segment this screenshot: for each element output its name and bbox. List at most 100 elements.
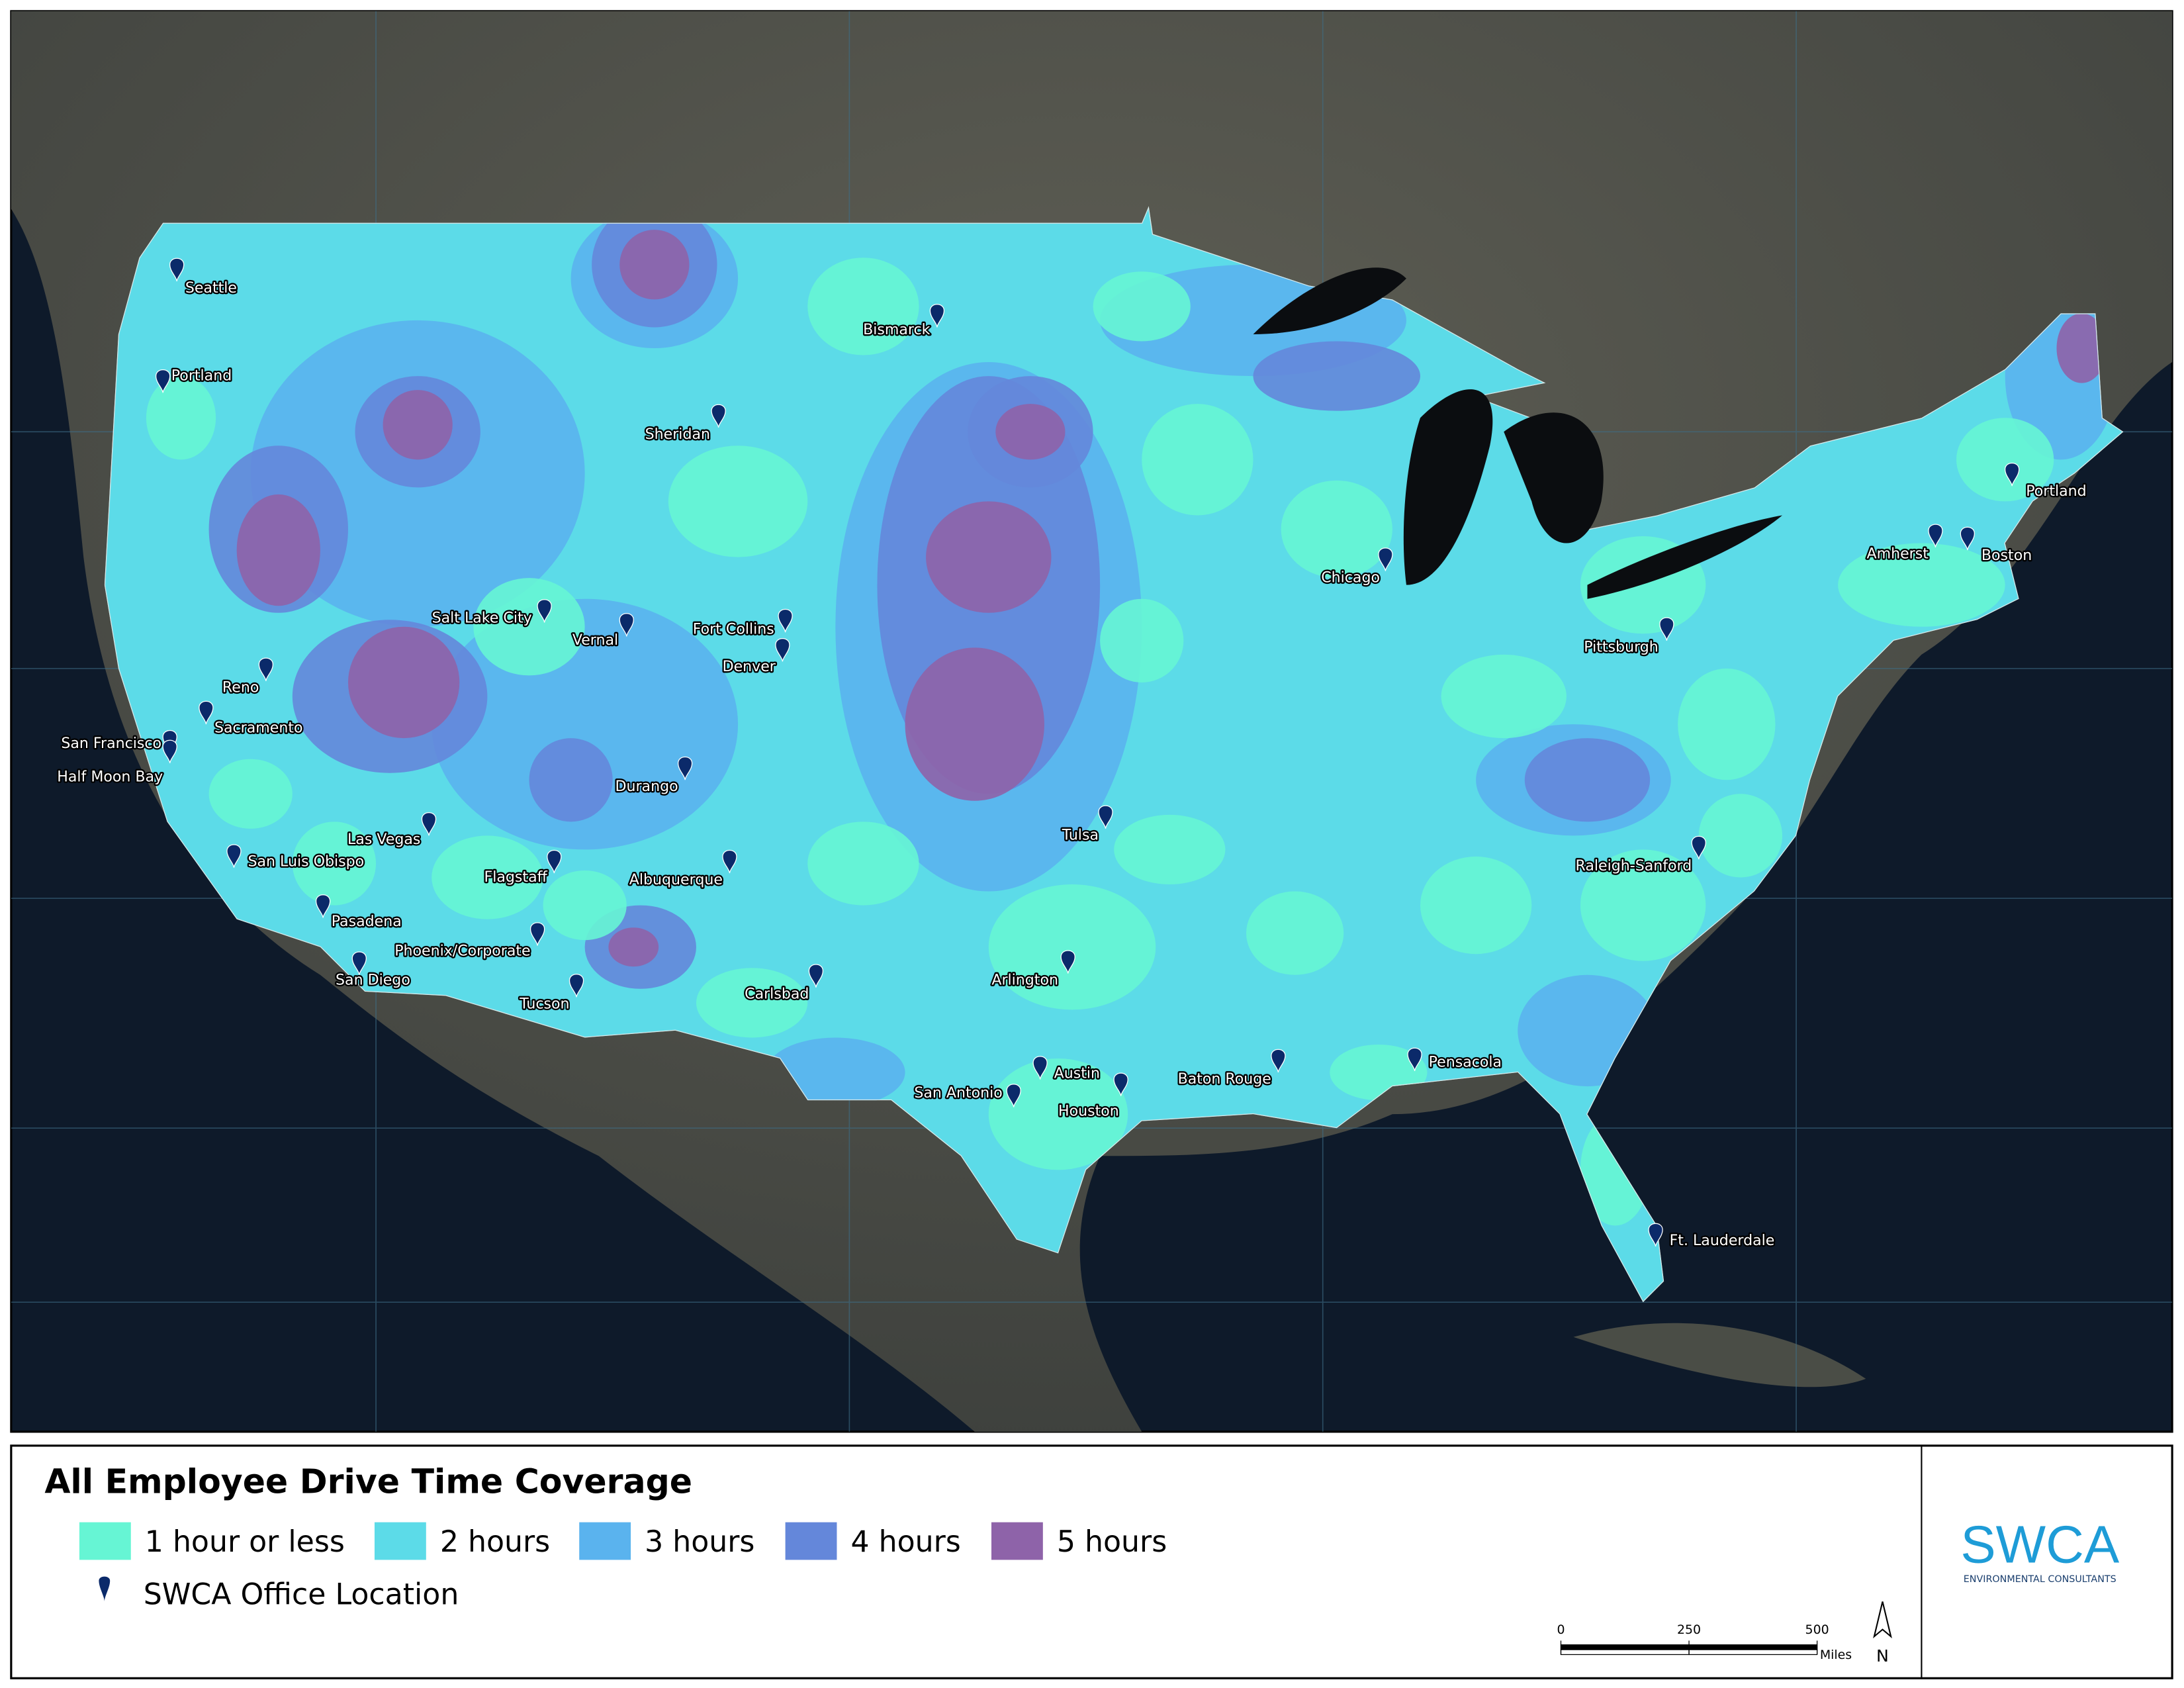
- coverage-zone: [1100, 598, 1184, 682]
- office-marker: [808, 964, 824, 988]
- coverage-zone: [236, 494, 320, 606]
- office-label: Denver: [723, 658, 776, 675]
- coverage-zone: [1253, 341, 1420, 411]
- coverage-zone: [1093, 271, 1191, 342]
- office-marker: [156, 369, 171, 393]
- office-marker: [1098, 805, 1113, 829]
- lake: [1587, 515, 1783, 599]
- office-label: San Antonio: [914, 1084, 1002, 1102]
- office-marker: [1691, 835, 1706, 860]
- office-marker: [569, 974, 584, 998]
- office-marker: [1648, 1223, 1663, 1247]
- legend-swatch: [991, 1522, 1043, 1560]
- coverage-zone: [292, 821, 377, 906]
- office-marker: [677, 756, 693, 780]
- legend-swatch: [579, 1522, 631, 1560]
- office-label: Seattle: [185, 279, 237, 297]
- office-label: Houston: [1058, 1102, 1119, 1119]
- office-label: San Francisco: [61, 735, 161, 752]
- office-label: Sacramento: [214, 720, 303, 737]
- coverage-zone: [619, 230, 690, 300]
- coverage-zone: [995, 404, 1066, 460]
- legend-label: 5 hours: [1057, 1525, 1167, 1559]
- office-marker: [1113, 1072, 1128, 1096]
- coverage-zone: [1678, 668, 1776, 780]
- logo-name: SWCA: [1960, 1515, 2119, 1574]
- office-marker: [547, 849, 562, 874]
- coverage-zone: [696, 968, 808, 1038]
- coverage-zone: [383, 390, 453, 460]
- office-label: Albuquerque: [629, 871, 723, 888]
- office-label: Portland: [171, 367, 232, 384]
- legend: 1 hour or less 2 hours 3 hours 4 hours 5 hou…: [79, 1522, 1167, 1560]
- office-label: Sheridan: [645, 426, 710, 443]
- office-label: Durango: [615, 778, 678, 795]
- office-layer: Seattle Portland Bismarck Sheridan Salt Lake…: [56, 258, 2088, 1250]
- scale-segment: [1688, 1649, 1818, 1656]
- coverage-zone: [208, 759, 293, 829]
- office-marker: [2005, 462, 2020, 487]
- office-label: Half Moon Bay: [57, 768, 163, 785]
- logo-tagline: ENVIRONMENTAL CONSULTANTS: [1964, 1574, 2116, 1585]
- office-label: Chicago: [1321, 569, 1380, 586]
- coverage-zone: [1281, 480, 1392, 579]
- office-label: Phoenix/Corporate: [394, 942, 530, 959]
- coverage-zone: [1698, 794, 1783, 878]
- office-label: San Diego: [336, 971, 410, 988]
- coverage-zone: [1956, 418, 2054, 502]
- great-lakes: [1253, 267, 1783, 599]
- scale-segment: [1560, 1649, 1690, 1656]
- legend-label: 3 hours: [645, 1525, 754, 1559]
- map-title: All Employee Drive Time Coverage: [44, 1462, 692, 1501]
- office-marker: [226, 844, 242, 868]
- office-marker: [1960, 526, 1975, 551]
- coverage-zone: [146, 376, 216, 460]
- cuba: [1573, 1323, 1866, 1387]
- office-marker: [1928, 524, 1943, 547]
- legend-swatch: [785, 1522, 837, 1560]
- office-marker: [1271, 1049, 1286, 1073]
- scale-tick-label: 250: [1677, 1622, 1701, 1637]
- office-marker: [775, 638, 790, 662]
- office-label: Pensacola: [1429, 1054, 1502, 1071]
- coverage-zone: [529, 738, 613, 822]
- office-label: Vernal: [572, 632, 618, 649]
- office-label: San Luis Obispo: [248, 853, 364, 870]
- office-marker: [351, 951, 367, 975]
- office-legend-label: SWCA Office Location: [144, 1578, 459, 1612]
- coverage-zone: [608, 927, 659, 967]
- coverage-zone: [2056, 313, 2107, 383]
- coverage-zone: [988, 1058, 1128, 1170]
- scale-segment: [1560, 1644, 1690, 1650]
- scale-segment: [1688, 1644, 1818, 1650]
- office-label: Tulsa: [1062, 827, 1099, 844]
- coverage-zone: [1420, 856, 1532, 955]
- coverage-zone: [1838, 543, 2005, 627]
- coverage-zone: [473, 578, 585, 676]
- coverage-zone: [432, 835, 543, 919]
- scale-unit: Miles: [1820, 1648, 1852, 1662]
- office-label: Boston: [1981, 547, 2032, 564]
- office-label: Raleigh-Sanford: [1576, 857, 1692, 874]
- office-label: Carlsbad: [745, 986, 809, 1003]
- coverage-zone: [347, 626, 460, 739]
- coverage-zone: [905, 647, 1044, 801]
- office-label: Arlington: [991, 971, 1058, 988]
- north-arrow: [1873, 1601, 1892, 1638]
- coverage-layer: [104, 206, 2124, 1303]
- office-marker: [1378, 547, 1393, 571]
- office-marker: [619, 613, 634, 637]
- legend-swatch: [79, 1522, 131, 1560]
- scale-tick-label: 500: [1805, 1622, 1829, 1637]
- office-marker: [315, 894, 331, 918]
- legend-panel: [10, 1444, 2173, 1679]
- office-marker: [199, 700, 214, 725]
- office-label: Ft. Lauderdale: [1670, 1232, 1775, 1249]
- office-label: Las Vegas: [347, 831, 420, 848]
- office-label: Pittsburgh: [1584, 639, 1658, 656]
- coverage-zone: [1441, 654, 1567, 739]
- coverage-zone: [1114, 814, 1226, 885]
- office-marker: [162, 739, 177, 764]
